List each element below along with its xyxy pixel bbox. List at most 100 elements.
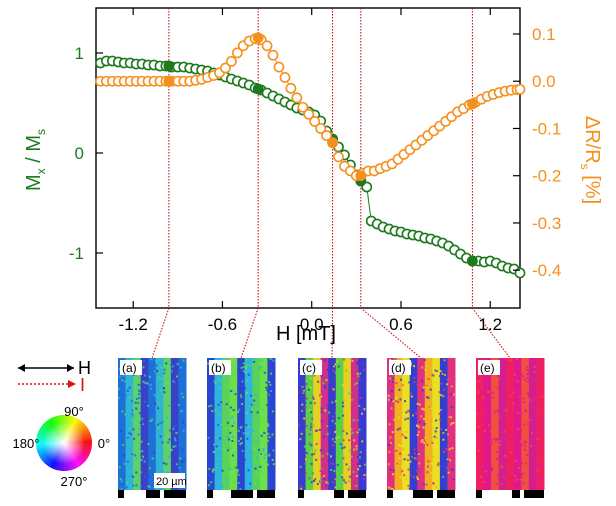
speckle — [334, 422, 337, 425]
plot-frame — [95, 7, 521, 309]
speckle — [519, 485, 522, 488]
speckle — [391, 390, 393, 393]
speckle — [490, 468, 493, 471]
speckle — [235, 466, 238, 469]
speckle — [402, 448, 405, 450]
speckle — [247, 425, 250, 428]
speckle — [504, 409, 507, 412]
domain-stripe — [476, 358, 485, 490]
speckle — [351, 438, 354, 441]
speckle — [138, 427, 141, 430]
speckle — [237, 469, 239, 472]
contact-pad — [476, 490, 482, 498]
speckle — [221, 400, 224, 403]
speckle — [330, 462, 333, 465]
speckle — [517, 466, 520, 469]
speckle — [416, 402, 419, 405]
speckle — [410, 456, 413, 459]
speckle — [398, 457, 401, 460]
speckle — [412, 414, 414, 417]
domain-stripe — [402, 358, 411, 490]
speckle — [530, 445, 533, 447]
speckle — [329, 379, 332, 382]
contact-bar-bg — [476, 490, 544, 498]
speckle — [482, 487, 485, 490]
speckle — [438, 465, 441, 468]
speckle — [441, 474, 444, 477]
speckle — [219, 437, 222, 440]
speckle — [437, 464, 440, 467]
speckle — [427, 396, 430, 399]
speckle — [448, 459, 451, 462]
speckle — [140, 458, 143, 461]
domain-stripe — [343, 358, 352, 490]
speckle — [125, 481, 128, 484]
speckle — [414, 449, 417, 452]
speckle — [217, 403, 220, 406]
wheel-center — [43, 422, 85, 464]
speckle — [234, 437, 237, 440]
speckle — [133, 487, 136, 490]
contact-pad — [437, 490, 455, 498]
speckle — [476, 452, 479, 455]
speckle — [236, 471, 239, 474]
speckle — [299, 438, 302, 441]
speckle — [331, 419, 334, 422]
speckle — [356, 418, 359, 421]
domain-stripe — [237, 358, 246, 490]
data-point — [321, 130, 332, 141]
speckle — [155, 364, 158, 367]
contact-bar-bg — [298, 490, 366, 498]
speckle — [508, 390, 511, 393]
speckle — [261, 388, 264, 391]
speckle — [483, 480, 486, 483]
speckle — [494, 400, 497, 403]
speckle — [250, 394, 253, 397]
speckle — [509, 395, 512, 398]
panel-label: (e) — [480, 361, 495, 375]
speckle — [308, 409, 311, 412]
speckle — [149, 380, 152, 383]
speckle — [244, 387, 247, 390]
speckle — [499, 432, 502, 435]
speckle — [442, 450, 445, 453]
speckle — [255, 370, 258, 373]
speckle — [508, 466, 511, 469]
contact-pad — [146, 490, 160, 498]
speckle — [526, 373, 529, 376]
speckle — [157, 423, 159, 426]
speckle — [409, 460, 412, 463]
speckle — [361, 440, 364, 443]
speckle — [320, 459, 323, 462]
speckle — [423, 417, 426, 420]
speckle — [172, 427, 175, 430]
speckle — [342, 399, 345, 402]
speckle — [245, 424, 248, 427]
speckle — [499, 440, 502, 443]
speckle — [404, 400, 406, 403]
speckle — [159, 422, 162, 425]
speckle — [132, 428, 135, 431]
speckle — [251, 385, 254, 388]
data-point — [291, 92, 303, 104]
speckle — [252, 429, 255, 432]
contact-pad — [387, 490, 393, 498]
speckle — [231, 440, 234, 442]
speckle — [246, 437, 249, 440]
speckle — [415, 469, 418, 472]
speckle — [301, 385, 304, 388]
domain-stripe — [328, 358, 337, 490]
field-label: H — [78, 358, 91, 378]
speckle — [421, 379, 423, 382]
data-point — [285, 82, 297, 94]
speckle — [233, 373, 235, 376]
speckle — [126, 396, 129, 399]
speckle — [532, 411, 535, 414]
speckle — [178, 466, 181, 469]
speckle — [149, 406, 152, 409]
speckle — [252, 404, 255, 407]
speckle — [130, 419, 133, 422]
speckle — [512, 402, 515, 405]
speckle — [165, 362, 168, 365]
